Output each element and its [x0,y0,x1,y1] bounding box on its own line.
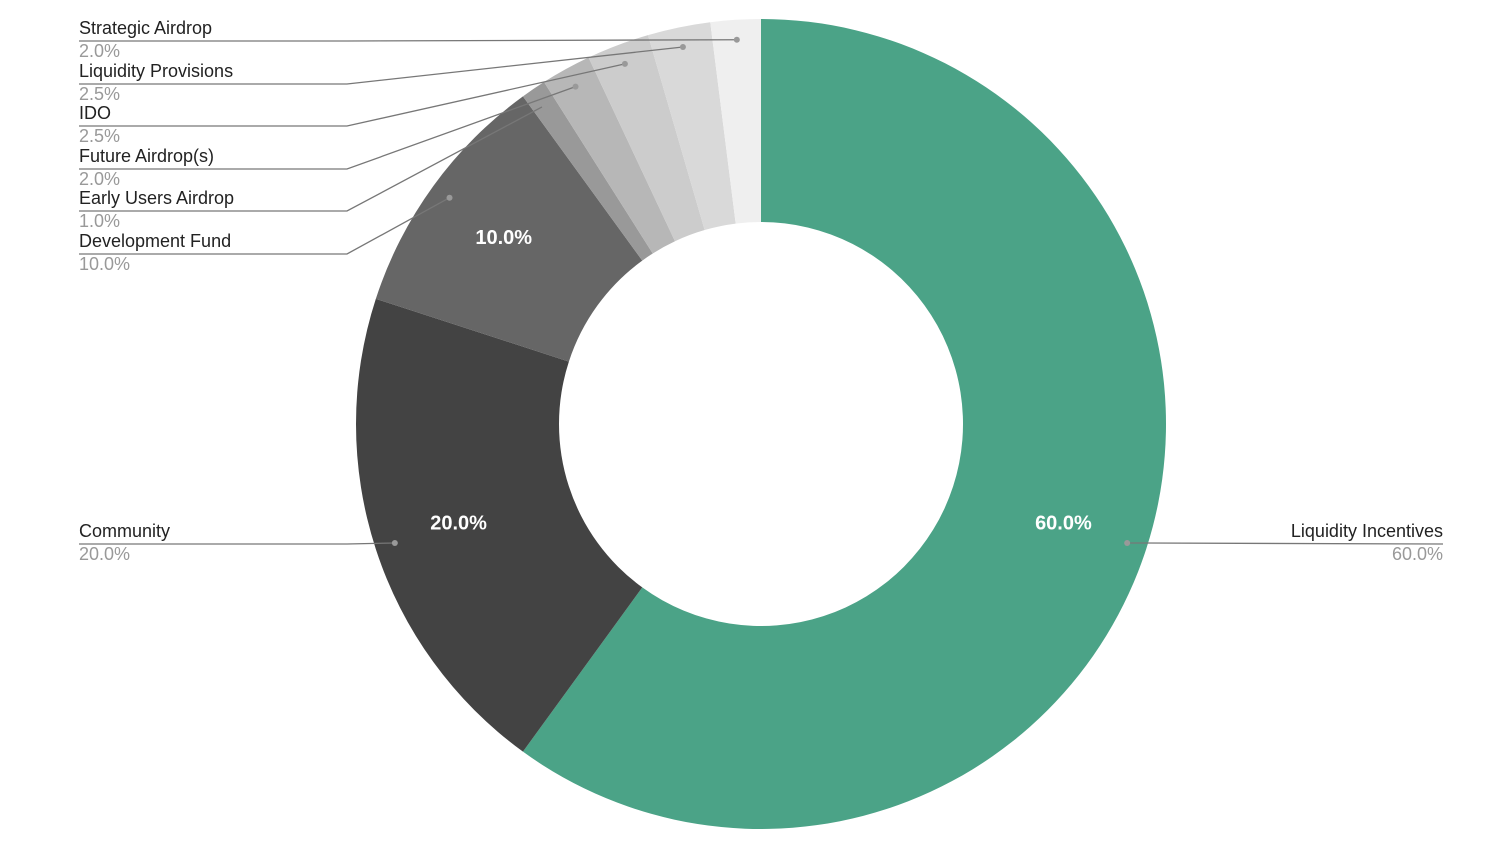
leader-line [79,542,395,545]
leader-line [79,197,450,255]
slice [375,96,643,362]
legend-value: 10.0% [79,254,130,274]
leader-dot [572,83,579,90]
slice-label: 10.0% [475,227,532,249]
legend-label: Early Users Airdrop [79,188,234,208]
legend-label: Development Fund [79,231,231,251]
legend-value: 2.5% [79,126,120,146]
slice [588,35,705,242]
leader-line [79,39,737,42]
legend-label: Community [79,521,170,541]
slice [522,82,653,261]
leader-dot [446,194,453,201]
legend-label: Strategic Airdrop [79,18,212,38]
slice [355,298,643,752]
legend-label: Future Airdrop(s) [79,146,214,166]
leader-dot [621,60,628,67]
legend-value: 2.5% [79,84,120,104]
leader-dot [1124,539,1131,546]
slice [710,19,761,224]
leader-dot [733,36,740,43]
legend-value: 60.0% [1392,544,1443,564]
leader-line [79,105,545,212]
leader-line [79,86,576,170]
leader-line [1127,542,1444,545]
slice [522,19,1166,829]
legend-value: 20.0% [79,544,130,564]
legend-value: 2.0% [79,169,120,189]
legend-label: IDO [79,103,111,123]
leader-line [79,46,683,85]
legend-value: 1.0% [79,211,120,231]
leader-dot [391,539,398,546]
legend-label: Liquidity Incentives [1291,521,1443,541]
slice-label: 20.0% [430,512,487,534]
leader-dot [679,43,686,50]
slice [648,22,736,231]
leader-line [79,63,626,127]
legend-label: Liquidity Provisions [79,61,233,81]
slice-label: 60.0% [1035,512,1092,534]
leader-dot [541,102,548,109]
slice [543,57,675,254]
legend-value: 2.0% [79,41,120,61]
